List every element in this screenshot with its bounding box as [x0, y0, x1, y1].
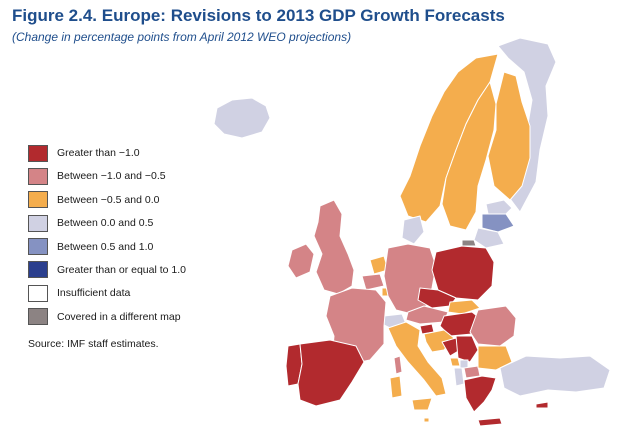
region-italy	[387, 321, 447, 397]
legend-label: Between 0.0 and 0.5	[57, 217, 154, 230]
region-crete	[477, 417, 503, 427]
source-note: Source: IMF staff estimates.	[28, 338, 159, 350]
legend-item: Between −0.5 and 0.0	[28, 190, 268, 210]
region-latvia	[481, 213, 515, 233]
region-turkey	[499, 355, 611, 397]
region-romania	[469, 305, 517, 347]
legend-item: Between 0.0 and 0.5	[28, 213, 268, 233]
legend-label: Greater than −1.0	[57, 147, 140, 159]
region-albania	[453, 367, 465, 387]
region-finland	[487, 71, 531, 201]
region-estonia	[485, 199, 513, 215]
region-ukraine	[499, 273, 573, 329]
legend-item: Greater than −1.0	[28, 143, 268, 163]
legend-swatch	[28, 144, 48, 162]
region-poland	[431, 245, 495, 301]
legend-item: Insufficient data	[28, 283, 268, 303]
region-sweden	[441, 81, 497, 231]
region-ireland	[287, 243, 315, 279]
legend-label: Between −1.0 and −0.5	[57, 170, 166, 183]
figure-title: Figure 2.4. Europe: Revisions to 2013 GD…	[12, 6, 505, 25]
region-slovakia	[447, 299, 481, 315]
legend-label: Covered in a different map	[57, 310, 181, 323]
legend-swatch	[28, 261, 48, 279]
region-corsica	[393, 355, 403, 375]
region-denmark	[401, 215, 425, 245]
region-greece	[463, 375, 497, 413]
legend-label: Between −0.5 and 0.0	[57, 193, 160, 206]
region-lithuania	[473, 227, 505, 249]
legend-item: Covered in a different map	[28, 307, 268, 327]
map-legend: Greater than −1.0 Between −1.0 and −0.5 …	[28, 143, 268, 330]
region-montenegro	[449, 357, 461, 367]
region-sardinia	[389, 375, 403, 399]
region-iceland	[213, 97, 271, 139]
legend-item: Between 0.5 and 1.0	[28, 237, 268, 257]
region-sicily	[411, 397, 433, 411]
region-spain	[297, 339, 365, 407]
legend-item: Greater than or equal to 1.0	[28, 260, 268, 280]
region-russia-north	[497, 37, 557, 213]
region-belgium	[361, 273, 385, 291]
region-serbia	[455, 335, 479, 363]
region-kosovo	[459, 359, 469, 369]
figure-subtitle: (Change in percentage points from April …	[12, 30, 352, 44]
legend-swatch	[28, 191, 48, 209]
legend-swatch	[28, 308, 48, 326]
region-russia-kaliningrad	[461, 239, 477, 247]
legend-label: Between 0.5 and 1.0	[57, 240, 154, 253]
region-cyprus	[535, 401, 549, 409]
legend-swatch	[28, 238, 48, 256]
legend-item: Between −1.0 and −0.5	[28, 166, 268, 186]
legend-swatch	[28, 167, 48, 185]
region-united-kingdom	[313, 199, 355, 295]
region-malta	[423, 417, 430, 423]
legend-swatch	[28, 284, 48, 302]
legend-swatch	[28, 214, 48, 232]
legend-label: Insufficient data	[57, 287, 131, 300]
legend-label: Greater than or equal to 1.0	[57, 263, 186, 276]
